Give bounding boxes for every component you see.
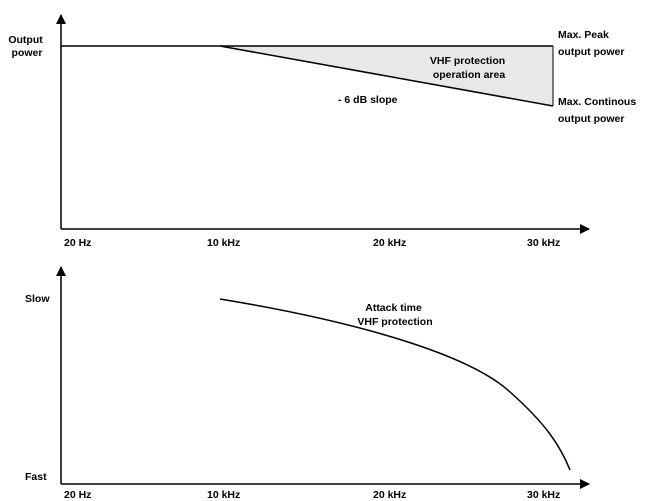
y-label-fast: Fast: [25, 471, 47, 483]
max-peak-label-line2: output power: [558, 46, 625, 58]
max-peak-label: Max. Peak output power: [558, 29, 625, 58]
top-x-tick: 30 kHz: [527, 237, 560, 249]
slope-label: - 6 dB slope: [338, 94, 398, 106]
top-chart: Output power VHF protection operation ar…: [8, 14, 639, 249]
curve-label-line2: VHF protection: [357, 316, 432, 328]
curve-label: Attack time VHF protection: [357, 302, 432, 328]
area-label-line2: operation area: [433, 69, 506, 81]
bottom-x-tick: 20 Hz: [64, 489, 91, 501]
max-peak-label-line1: Max. Peak: [558, 29, 609, 41]
max-continuous-label-line1: Max. Continous: [558, 96, 636, 108]
bottom-x-tick: 20 kHz: [373, 489, 406, 501]
top-y-label: Output power: [8, 34, 45, 59]
top-y-label-line1: Output: [8, 34, 43, 46]
bottom-chart: Slow Fast Attack time VHF protection 20 …: [25, 266, 590, 501]
attack-time-curve: [219, 298, 571, 471]
top-x-tick: 20 Hz: [64, 237, 91, 249]
top-x-tick: 20 kHz: [373, 237, 406, 249]
max-continuous-label: Max. Continous output power: [558, 96, 639, 125]
bottom-x-tick: 10 kHz: [207, 489, 240, 501]
curve-label-line1: Attack time: [365, 302, 422, 314]
max-continuous-label-line2: output power: [558, 113, 625, 125]
y-label-slow: Slow: [25, 293, 50, 305]
bottom-x-tick: 30 kHz: [527, 489, 560, 501]
area-label-line1: VHF protection: [430, 55, 505, 67]
area-label: VHF protection operation area: [430, 55, 508, 81]
slope-line: [219, 45, 554, 107]
top-x-tick: 10 kHz: [207, 237, 240, 249]
top-y-label-line2: power: [12, 47, 43, 59]
